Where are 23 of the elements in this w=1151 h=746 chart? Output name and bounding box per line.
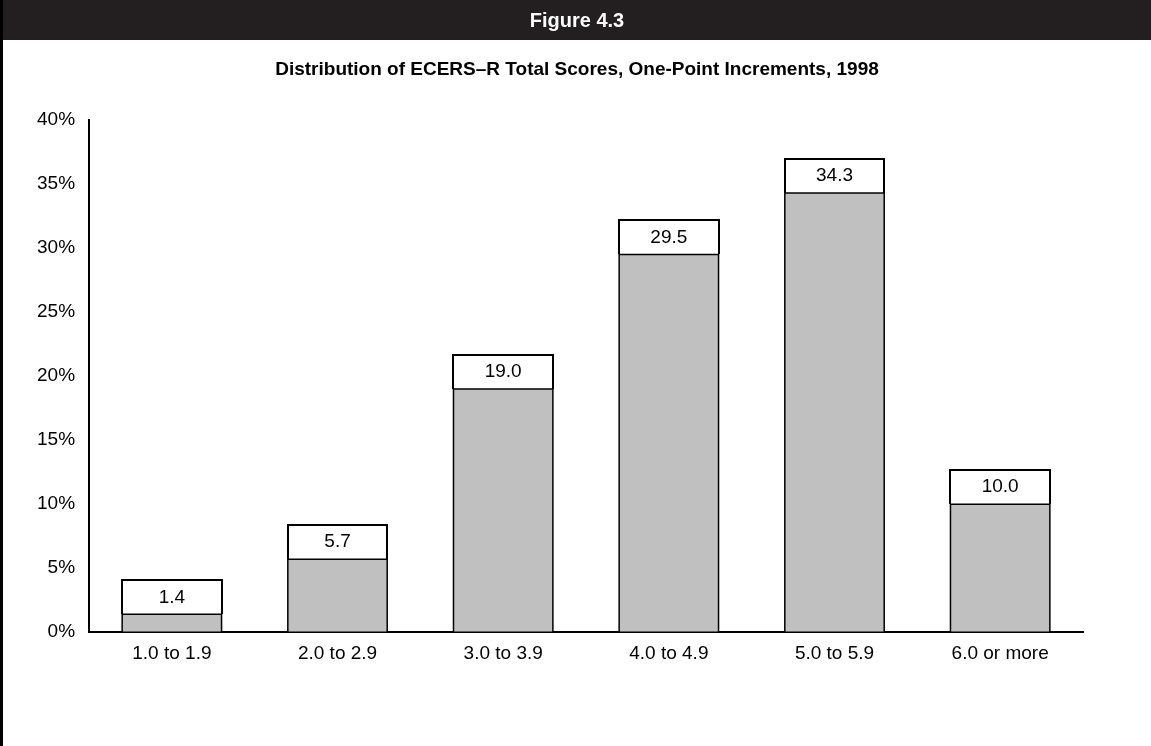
y-tick-label: 40% xyxy=(37,108,76,130)
data-label: 5.7 xyxy=(324,530,351,552)
x-tick-label: 5.0 to 5.9 xyxy=(794,641,875,663)
data-label: 1.4 xyxy=(158,585,186,607)
x-tick-label: 3.0 to 3.9 xyxy=(463,641,543,663)
data-label: 19.0 xyxy=(484,360,522,382)
y-tick-label: 30% xyxy=(37,236,76,258)
y-tick-label: 5% xyxy=(47,556,76,578)
y-tick-label: 20% xyxy=(37,364,76,386)
y-tick-label: 10% xyxy=(37,492,76,514)
y-tick-label: 0% xyxy=(47,620,76,642)
y-tick-label: 35% xyxy=(37,172,76,194)
data-label: 34.3 xyxy=(816,164,853,186)
x-tick-label: 2.0 to 2.9 xyxy=(297,641,378,663)
x-tick-label: 4.0 to 4.9 xyxy=(629,641,709,663)
y-tick-label: 15% xyxy=(37,428,76,450)
chart-subtitle: Distribution of ECERS–R Total Scores, One-Point Increments, 1998 xyxy=(274,58,880,80)
data-label: 29.5 xyxy=(650,225,688,247)
x-tick-label: 1.0 to 1.9 xyxy=(132,641,212,663)
chart-title: Figure 4.3 xyxy=(3,0,1151,40)
x-tick-label: 6.0 or more xyxy=(951,641,1049,663)
y-tick-label: 25% xyxy=(37,300,76,322)
data-label: 10.0 xyxy=(981,475,1019,497)
